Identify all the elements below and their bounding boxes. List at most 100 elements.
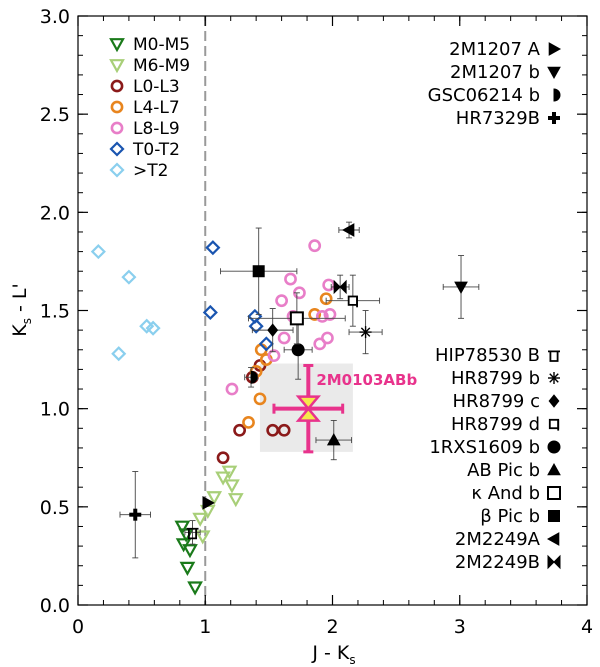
legend-marker bbox=[547, 554, 561, 570]
x-tick-label: 0 bbox=[72, 616, 84, 638]
legend-marker bbox=[110, 121, 124, 135]
companion-marker bbox=[267, 323, 279, 337]
data-point bbox=[187, 581, 203, 596]
legend-marker bbox=[547, 440, 561, 454]
data-point bbox=[267, 349, 281, 363]
highlight-label: 2M0103ABb bbox=[316, 371, 417, 389]
legend-marker bbox=[547, 486, 561, 500]
companion-point bbox=[348, 310, 383, 355]
data-point bbox=[277, 331, 291, 345]
data-point bbox=[182, 544, 198, 559]
data-point bbox=[145, 320, 161, 336]
data-point bbox=[202, 304, 218, 321]
data-point bbox=[315, 309, 329, 323]
data-point bbox=[224, 479, 240, 494]
x-tick-label: 3 bbox=[454, 616, 466, 638]
legend-label: L0-L3 bbox=[133, 77, 180, 97]
legend-label: AB Pic b bbox=[467, 460, 540, 481]
legend-entry: AB Pic b bbox=[467, 460, 561, 481]
companion-point bbox=[202, 496, 215, 510]
legend-entry: L8-L9 bbox=[110, 119, 180, 139]
legend-label: 2M1207 A bbox=[449, 39, 541, 60]
x-tick-label: 4 bbox=[581, 616, 593, 638]
y-tick-label: 0.0 bbox=[40, 595, 70, 617]
data-point bbox=[221, 465, 238, 480]
y-tick-label: 3.0 bbox=[40, 6, 70, 28]
companion-point bbox=[442, 255, 480, 319]
companion-marker bbox=[289, 311, 304, 326]
data-point bbox=[308, 239, 322, 253]
legend-entry: L4-L7 bbox=[110, 98, 180, 118]
data-point bbox=[121, 269, 137, 285]
legend-marker bbox=[548, 350, 560, 362]
companion-point bbox=[248, 292, 346, 345]
x-tick-label: 1 bbox=[199, 616, 211, 638]
legend-entry: HR8799 c bbox=[453, 391, 560, 412]
companion-point bbox=[119, 471, 151, 559]
companion-point bbox=[244, 366, 258, 388]
legend-label: HR8799 c bbox=[453, 391, 540, 412]
data-point bbox=[308, 308, 322, 321]
legend-entry: 1RXS1609 b bbox=[429, 437, 561, 458]
highlight-marker bbox=[295, 395, 321, 422]
legend-marker bbox=[553, 88, 561, 102]
legend-entry: 2M2249A bbox=[455, 529, 560, 550]
legend-label: >T2 bbox=[133, 161, 168, 181]
legend-label: M6-M9 bbox=[133, 56, 190, 76]
y-tick-label: 0.5 bbox=[40, 497, 70, 519]
companion-point bbox=[315, 419, 353, 461]
legend-marker bbox=[109, 141, 125, 157]
legend-entry: L0-L3 bbox=[110, 77, 180, 97]
legend-label: L8-L9 bbox=[133, 119, 180, 139]
legend-entry: 2M1207 b bbox=[450, 62, 561, 83]
data-point bbox=[258, 336, 274, 352]
y-axis-label: Ks - L' bbox=[9, 283, 34, 336]
data-point bbox=[319, 292, 333, 306]
legend-entry: β Pic b bbox=[480, 506, 560, 527]
data-point bbox=[174, 520, 191, 535]
legend-label: 2M2249B bbox=[455, 552, 540, 573]
companion-point bbox=[325, 274, 381, 327]
companion-marker bbox=[129, 508, 142, 521]
companion-marker bbox=[252, 265, 265, 278]
legend-entry: 2M1207 A bbox=[449, 39, 562, 60]
legend-marker bbox=[109, 162, 125, 178]
companion-marker bbox=[342, 223, 355, 237]
legend-entry: κ And b bbox=[471, 483, 561, 504]
data-point bbox=[323, 308, 337, 321]
legend-entry: GSC06214 b bbox=[428, 85, 561, 106]
data-point bbox=[192, 512, 209, 527]
data-point bbox=[206, 491, 223, 506]
legend-label: HIP78530 B bbox=[435, 345, 540, 366]
data-point bbox=[277, 423, 291, 437]
legend-label: T0-T2 bbox=[132, 140, 180, 160]
legend-entry: HR8799 b bbox=[451, 368, 560, 389]
data-point bbox=[233, 423, 247, 437]
data-point bbox=[225, 382, 239, 396]
legend-label: GSC06214 b bbox=[428, 85, 540, 106]
legend-marker bbox=[110, 100, 124, 114]
y-tick-label: 2.5 bbox=[40, 104, 70, 126]
companion-marker bbox=[347, 295, 358, 308]
data-point bbox=[194, 530, 211, 545]
legend-label: HR7329B bbox=[456, 108, 540, 129]
companion-point bbox=[330, 274, 350, 300]
legend-entry: HR8799 d bbox=[451, 414, 560, 435]
legend-marker bbox=[548, 42, 562, 56]
legend-label: HR8799 d bbox=[451, 414, 540, 435]
legend-marker bbox=[547, 66, 561, 80]
data-point bbox=[216, 451, 230, 465]
data-point bbox=[321, 331, 334, 345]
data-point bbox=[90, 244, 106, 260]
companion-point bbox=[220, 227, 298, 315]
legend-label: β Pic b bbox=[480, 506, 540, 527]
legend-marker bbox=[548, 418, 560, 431]
legend-entry: T0-T2 bbox=[109, 140, 180, 160]
data-point bbox=[111, 346, 127, 362]
legend-entry: 2M2249B bbox=[455, 552, 561, 573]
x-tick-label: 2 bbox=[326, 616, 338, 638]
legend-label: 1RXS1609 b bbox=[429, 437, 540, 458]
legend-label: 2M2249A bbox=[455, 529, 541, 550]
data-point bbox=[275, 294, 288, 308]
